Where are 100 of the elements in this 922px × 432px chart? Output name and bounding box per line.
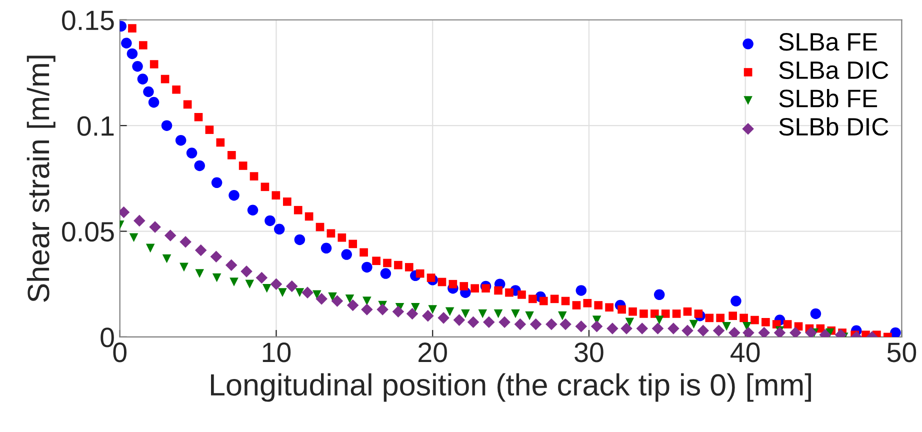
point	[380, 268, 392, 279]
point	[341, 249, 352, 260]
point	[316, 293, 328, 305]
point	[346, 299, 359, 312]
point	[625, 318, 634, 327]
point	[712, 324, 725, 337]
point	[211, 177, 222, 188]
point	[286, 280, 298, 292]
point	[406, 308, 418, 320]
point	[320, 242, 332, 254]
legend-label: SLBa DIC	[779, 61, 888, 80]
point	[331, 295, 344, 307]
point	[483, 316, 495, 328]
point	[668, 322, 680, 334]
point	[134, 214, 146, 227]
point	[362, 296, 372, 306]
point	[654, 289, 665, 300]
point	[730, 296, 742, 306]
point	[161, 120, 172, 131]
legend-label: SLBb DIC	[779, 117, 888, 136]
y-axis-title: Shear strain [m/m]	[26, 56, 56, 302]
point	[270, 278, 282, 290]
point	[149, 221, 161, 233]
point	[722, 322, 731, 331]
point	[575, 320, 588, 332]
point	[514, 318, 526, 330]
point	[890, 327, 901, 337]
point	[129, 233, 138, 242]
point	[438, 312, 450, 324]
point	[312, 290, 322, 300]
point	[264, 215, 276, 226]
point	[445, 307, 454, 316]
point	[162, 254, 172, 264]
x-tick-label: 50	[887, 342, 916, 362]
point	[180, 262, 188, 272]
point	[805, 326, 817, 337]
point	[247, 204, 258, 216]
point	[558, 311, 567, 320]
point	[180, 236, 192, 248]
point	[494, 309, 503, 318]
point	[212, 273, 222, 282]
point	[137, 74, 148, 84]
y-tick-label: 0.05	[62, 222, 114, 242]
point	[186, 148, 198, 158]
point	[361, 304, 373, 316]
point	[132, 61, 143, 72]
point	[525, 311, 534, 320]
point	[392, 306, 404, 318]
legend-label: SLBa FE	[779, 33, 878, 51]
x-tick-label: 20	[418, 342, 447, 362]
point	[742, 326, 754, 337]
point	[245, 280, 254, 289]
point	[256, 272, 268, 284]
point	[689, 320, 698, 329]
point	[274, 224, 285, 235]
point	[195, 269, 204, 278]
point	[362, 262, 372, 273]
point	[697, 324, 710, 337]
point	[636, 322, 648, 334]
point	[758, 326, 770, 337]
point	[422, 310, 434, 322]
point	[453, 314, 466, 326]
point	[546, 318, 558, 330]
point	[461, 309, 470, 318]
point	[225, 259, 238, 271]
point	[194, 160, 205, 172]
point	[294, 234, 306, 246]
point	[194, 244, 207, 256]
point	[175, 134, 186, 146]
point	[148, 96, 160, 108]
point	[143, 86, 154, 98]
point	[126, 48, 138, 60]
x-tick-label: 10	[262, 342, 291, 362]
point	[121, 38, 132, 49]
point	[302, 286, 314, 298]
x-tick-label: 0	[113, 342, 126, 362]
point	[345, 294, 354, 304]
point	[240, 266, 252, 278]
point	[530, 318, 542, 330]
point	[728, 326, 740, 337]
point	[228, 190, 240, 201]
y-tick-label: 0.1	[77, 116, 114, 136]
x-tick-label: 30	[574, 342, 604, 362]
point	[210, 250, 222, 263]
point	[654, 316, 664, 324]
point	[606, 322, 618, 334]
point	[810, 308, 822, 320]
x-tick-label: 40	[730, 342, 760, 362]
y-tick-label: 0.15	[62, 10, 114, 30]
point	[262, 284, 272, 293]
point	[560, 318, 572, 330]
point	[164, 230, 176, 242]
point	[478, 309, 488, 318]
point	[376, 304, 388, 316]
point	[411, 302, 420, 312]
point	[682, 324, 694, 337]
point	[511, 309, 520, 318]
point	[789, 326, 802, 337]
legend-label: SLBb FE	[779, 88, 878, 108]
x-axis-title: Longitudinal position (the crack tip is 0) [mm]	[211, 373, 811, 402]
